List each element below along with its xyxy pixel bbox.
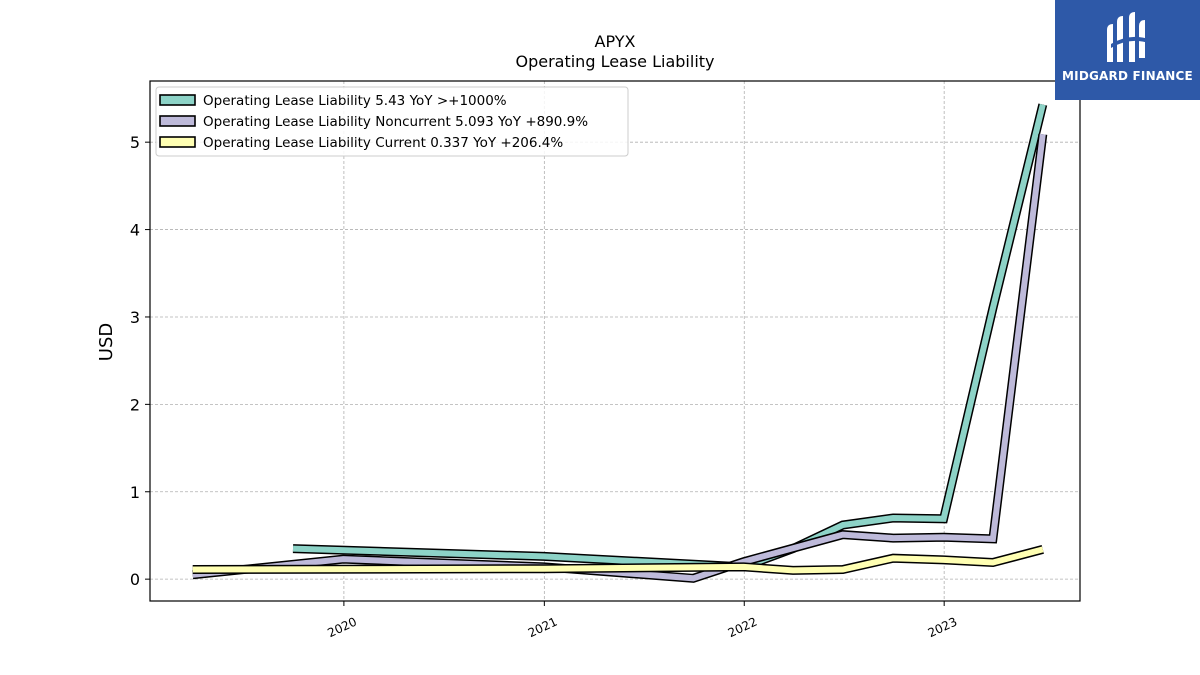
- legend-box: [155, 86, 629, 157]
- legend-label: Operating Lease Liability Noncurrent 5.0…: [203, 114, 588, 130]
- chart-title: APYX: [595, 32, 636, 51]
- legend-label: Operating Lease Liability Current 0.337 …: [203, 135, 563, 151]
- series-line: [192, 133, 1046, 582]
- chart-subtitle: Operating Lease Liability: [515, 52, 714, 71]
- x-tick-label: 2022: [726, 615, 760, 641]
- y-tick-label: 0: [130, 570, 140, 589]
- midgard-finance-logo: MIDGARD FINANCE: [1055, 0, 1200, 100]
- logo-text: MIDGARD FINANCE: [1062, 69, 1193, 83]
- plot-frame: [149, 80, 1081, 602]
- legend-swatch: [159, 115, 196, 127]
- x-tick-label: 2021: [526, 615, 560, 641]
- series-line-outline: [292, 103, 1048, 572]
- x-tick-label: 2020: [325, 615, 359, 641]
- y-tick-label: 5: [130, 133, 140, 152]
- x-tick-label: 2023: [926, 615, 960, 641]
- series-line-outline: [192, 133, 1048, 583]
- legend: Operating Lease Liability 5.43 YoY >+100…: [155, 86, 629, 157]
- series-group: [192, 103, 1048, 583]
- series-line: [192, 546, 1044, 574]
- y-axis-label: USD: [96, 323, 117, 361]
- legend-swatch: [159, 136, 196, 148]
- series-line: [292, 103, 1046, 570]
- legend-label: Operating Lease Liability 5.43 YoY >+100…: [203, 93, 507, 109]
- logo-mark-icon: [1107, 12, 1145, 62]
- y-tick-label: 1: [130, 483, 140, 502]
- y-tick-label: 3: [130, 308, 140, 327]
- y-tick-label: 4: [130, 221, 140, 240]
- legend-swatch: [159, 94, 196, 106]
- y-tick-label: 2: [130, 395, 140, 414]
